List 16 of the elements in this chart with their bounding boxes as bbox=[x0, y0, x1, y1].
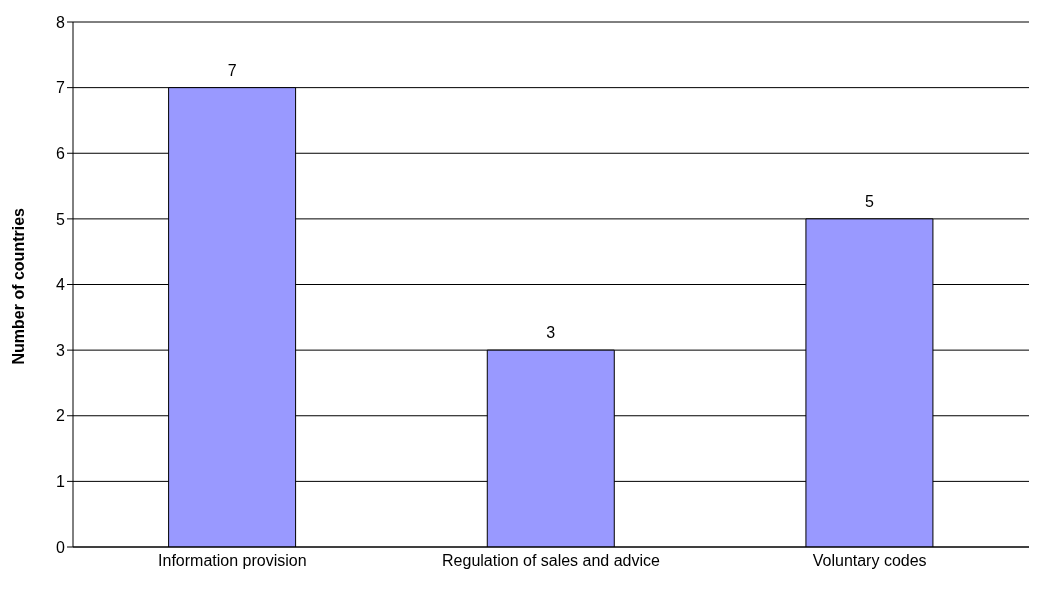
x-tick-label: Regulation of sales and advice bbox=[442, 552, 661, 570]
y-tick-label: 0 bbox=[56, 538, 66, 556]
y-tick-label: 6 bbox=[56, 144, 66, 162]
x-tick-label: Voluntary codes bbox=[812, 552, 927, 570]
y-tick-label: 1 bbox=[56, 473, 66, 491]
y-tick-label: 8 bbox=[56, 13, 66, 31]
y-tick-label: 7 bbox=[56, 79, 66, 97]
data-label: 3 bbox=[546, 324, 556, 342]
y-tick-label: 2 bbox=[56, 407, 66, 425]
y-axis-title: Number of countries bbox=[9, 207, 27, 365]
data-label: 5 bbox=[864, 192, 874, 210]
x-tick-label: Information provision bbox=[158, 552, 307, 570]
y-tick-label: 3 bbox=[56, 341, 66, 359]
data-label: 7 bbox=[227, 61, 237, 79]
y-tick-label: 4 bbox=[56, 276, 66, 294]
y-tick-label: 5 bbox=[56, 210, 66, 228]
